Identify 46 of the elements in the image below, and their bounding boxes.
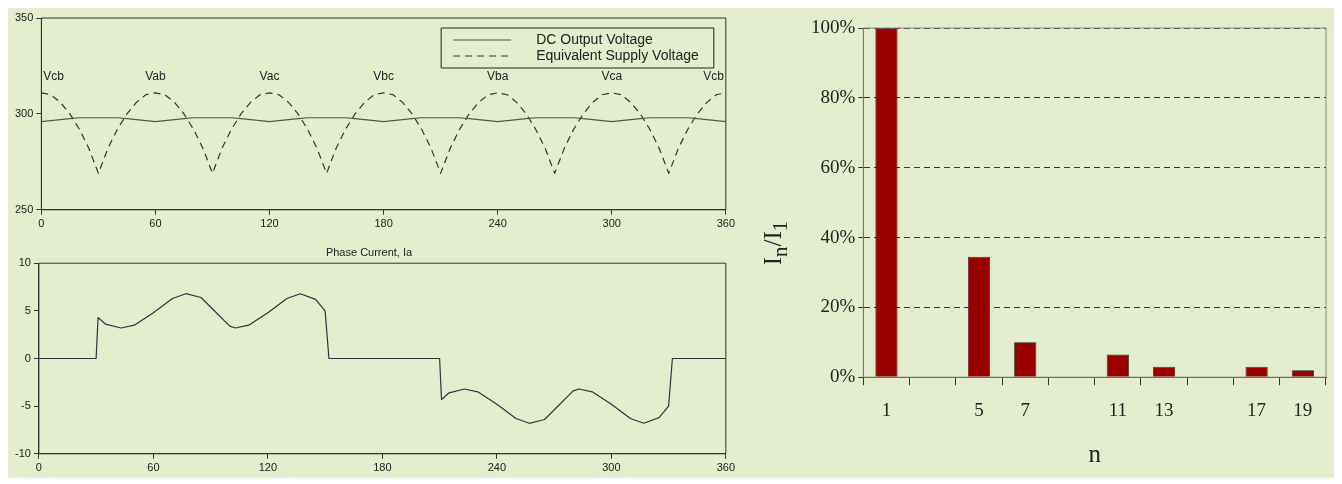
y-tick-label: 5 bbox=[24, 303, 31, 316]
x-tick-label: 60 bbox=[149, 217, 162, 230]
annotation: Vbc bbox=[373, 69, 394, 84]
annotation: Vcb bbox=[43, 69, 65, 84]
y-tick-label: 20% bbox=[820, 295, 856, 317]
legend-label: DC Output Voltage bbox=[536, 30, 654, 47]
y-tick-label: -5 bbox=[21, 399, 31, 412]
legend-label: Equivalent Supply Voltage bbox=[536, 46, 700, 63]
y-tick-label: 10 bbox=[18, 256, 31, 269]
y-tick-label: -10 bbox=[14, 446, 31, 459]
annotation: Vca bbox=[601, 69, 623, 84]
y-tick-label: 100% bbox=[811, 15, 856, 37]
x-axis-title: n bbox=[1088, 439, 1102, 467]
x-tick-label: 120 bbox=[258, 461, 278, 474]
y-tick-label: 0 bbox=[24, 351, 31, 364]
x-tick-label: 0 bbox=[38, 217, 45, 230]
x-tick-label: 0 bbox=[35, 461, 42, 474]
y-tick-label: 300 bbox=[14, 106, 34, 119]
annotation: Vba bbox=[486, 69, 509, 84]
x-tick-label: 19 bbox=[1293, 398, 1313, 420]
y-tick-label: 60% bbox=[820, 155, 856, 177]
y-tick-label: 0% bbox=[830, 365, 856, 387]
annotation: Vac bbox=[259, 69, 280, 84]
x-tick-label: 240 bbox=[488, 217, 507, 230]
x-tick-label: 11 bbox=[1108, 398, 1127, 420]
x-tick-label: 300 bbox=[602, 461, 621, 474]
y-tick-label: 40% bbox=[820, 225, 856, 247]
x-tick-label: 240 bbox=[487, 461, 507, 474]
x-tick-label: 5 bbox=[974, 398, 984, 420]
y-tick-label: 350 bbox=[14, 11, 34, 24]
y-tick-label: 250 bbox=[14, 202, 34, 215]
x-tick-label: 180 bbox=[373, 461, 392, 474]
x-tick-label: 360 bbox=[716, 461, 735, 474]
annotation: Vab bbox=[145, 69, 166, 84]
x-tick-label: 60 bbox=[147, 461, 160, 474]
x-tick-label: 7 bbox=[1020, 398, 1031, 420]
x-tick-label: 300 bbox=[602, 217, 621, 230]
x-tick-label: 120 bbox=[260, 217, 279, 230]
chart-title: Phase Current, Ia bbox=[325, 245, 413, 258]
annotation: Vcb bbox=[703, 69, 725, 84]
x-tick-label: 13 bbox=[1154, 398, 1174, 420]
x-tick-label: 1 bbox=[881, 398, 892, 420]
x-tick-label: 17 bbox=[1247, 398, 1267, 420]
y-tick-label: 80% bbox=[820, 85, 856, 107]
x-tick-label: 360 bbox=[716, 217, 735, 230]
x-tick-label: 180 bbox=[374, 217, 393, 230]
